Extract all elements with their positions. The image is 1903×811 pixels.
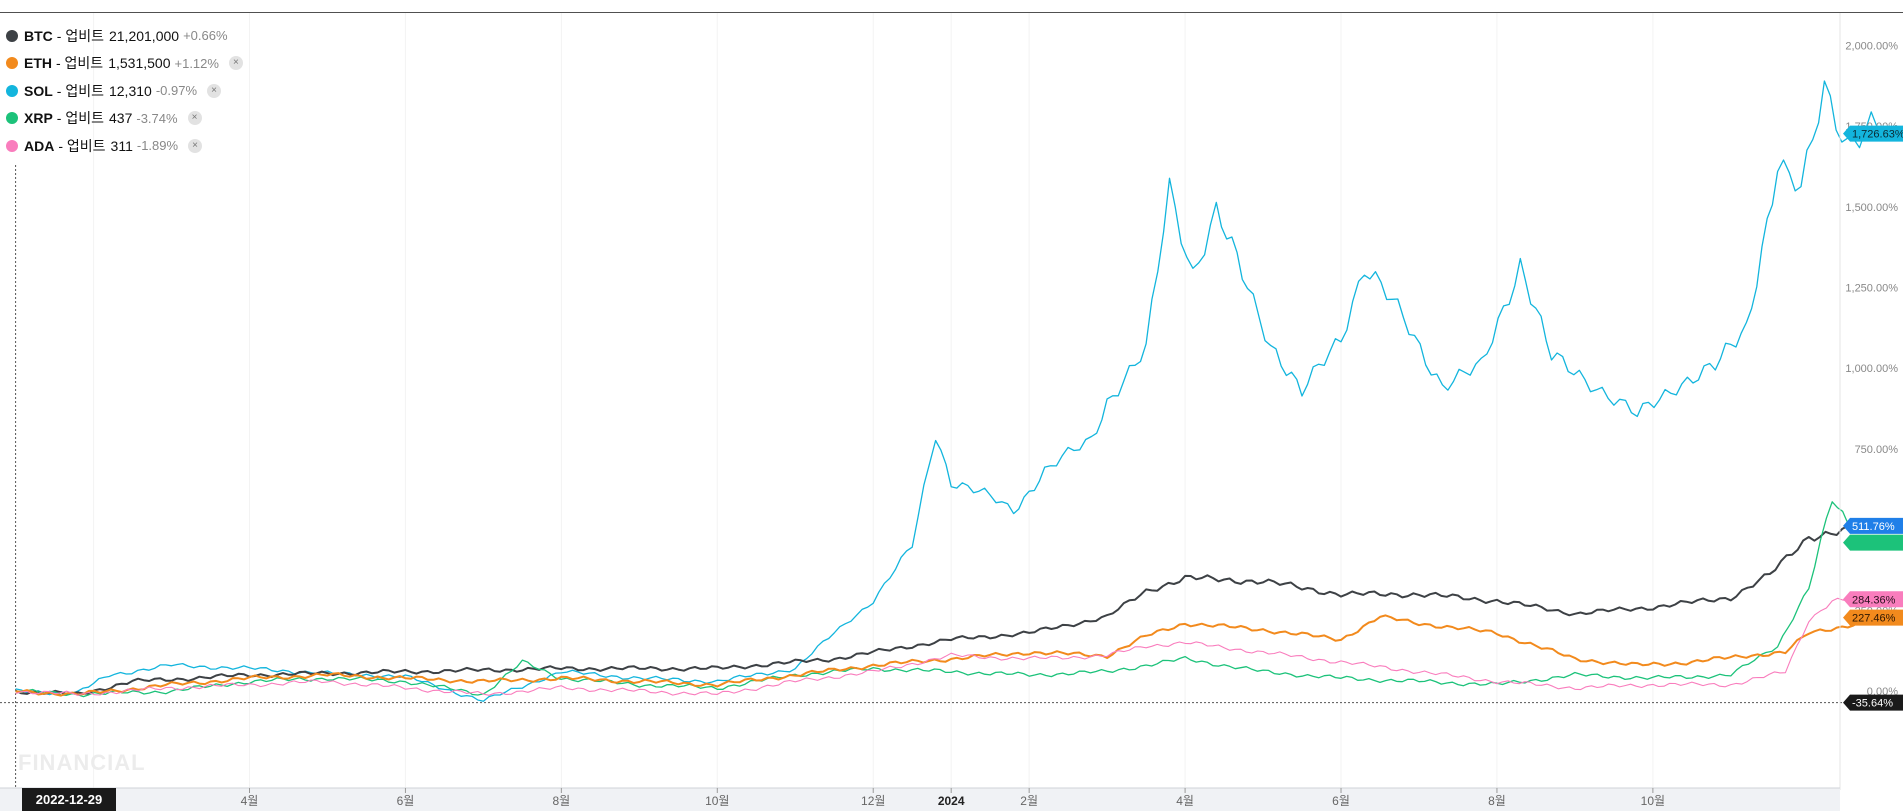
x-tick-label: 6월	[1332, 794, 1350, 808]
end-tag-sol: 1,726.63%	[1843, 125, 1903, 142]
legend-change: -1.89%	[136, 138, 179, 154]
legend-item-ada[interactable]: ADA - 업비트 311 -1.89% ×	[6, 132, 243, 160]
series-line-btc	[15, 523, 1888, 696]
x-tick-label: 10월	[705, 794, 729, 808]
legend-price: 21,201,000	[108, 27, 180, 44]
legend-dot-xrp	[6, 112, 18, 125]
legend-price: 311	[110, 137, 133, 154]
end-tag-baseline: -35.64%	[1843, 694, 1903, 711]
legend-exchange: - 업비트	[56, 110, 104, 127]
x-tick-label: 2024	[938, 794, 965, 808]
x-tick-label: 10월	[1641, 794, 1665, 808]
remove-series-icon[interactable]: ×	[188, 138, 203, 153]
x-tick-label: 8월	[1488, 794, 1506, 808]
end-tag-eth-text: 227.46%	[1852, 613, 1896, 625]
legend-change: -3.74%	[136, 110, 178, 126]
y-tick-label: 2,000.00%	[1845, 40, 1898, 52]
series-line-xrp	[15, 501, 1849, 698]
end-tag-ada-bg	[1843, 591, 1903, 608]
remove-series-icon[interactable]: ×	[228, 56, 243, 71]
end-tag-sol-text: 1,726.63%	[1852, 129, 1903, 141]
series-line-eth	[15, 614, 1888, 697]
legend-symbol: XRP	[24, 110, 53, 127]
legend-symbol: BTC	[24, 27, 53, 44]
legend-item-sol[interactable]: SOL - 업비트 12,310 -0.97% ×	[6, 77, 243, 105]
end-tag-eth-bg	[1843, 609, 1903, 626]
legend-change: +0.66%	[183, 28, 228, 44]
end-tag-xrp	[1843, 534, 1903, 551]
legend-item-xrp[interactable]: XRP - 업비트 437 -3.74% ×	[6, 105, 243, 133]
legend-dot-sol	[6, 84, 18, 97]
legend-change: -0.97%	[155, 83, 198, 99]
y-tick-label: 1,000.00%	[1845, 363, 1898, 375]
legend-exchange: - 업비트	[56, 55, 104, 72]
legend-symbol: ADA	[24, 137, 55, 154]
legend-dot-ada	[6, 139, 18, 152]
x-tick-label: 12월	[861, 794, 885, 808]
end-tag-baseline-text: -35.64%	[1852, 698, 1893, 710]
legend-price: 437	[109, 110, 133, 127]
y-tick-label: 1,500.00%	[1845, 202, 1898, 214]
legend-change: +1.12%	[174, 55, 219, 71]
series-lines	[15, 80, 1888, 702]
x-tick-label: 6월	[397, 794, 415, 808]
legend-price: 1,531,500	[108, 55, 171, 72]
crosshair-date-label: 2022-12-29	[22, 788, 116, 811]
end-tag-baseline-bg	[1843, 694, 1903, 711]
x-tick-label: 2월	[1020, 794, 1038, 808]
end-tag-ada: 284.36%	[1843, 591, 1903, 608]
end-tag-btc-bg	[1843, 517, 1903, 534]
grid	[0, 13, 1845, 788]
legend-exchange: - 업비트	[58, 137, 106, 154]
end-tag-btc: 511.76%	[1843, 517, 1903, 534]
x-tick-label: 4월	[241, 794, 259, 808]
series-line-ada	[15, 596, 1887, 696]
series-line-sol	[15, 80, 1888, 702]
end-tag-btc-text: 511.76%	[1852, 521, 1895, 533]
remove-series-icon[interactable]: ×	[207, 83, 222, 98]
end-tag-xrp-bg	[1843, 534, 1903, 551]
legend: BTC - 업비트 21,201,000 +0.66% ETH - 업비트 1,…	[6, 22, 243, 160]
x-axis-band	[0, 788, 1840, 811]
legend-symbol: SOL	[24, 82, 53, 99]
legend-symbol: ETH	[24, 55, 52, 72]
top-border	[0, 12, 1903, 13]
legend-dot-btc	[6, 29, 18, 42]
y-tick-label: 1,250.00%	[1845, 282, 1898, 294]
legend-price: 12,310	[108, 82, 152, 99]
end-tag-ada-text: 284.36%	[1852, 594, 1896, 606]
x-tick-label: 4월	[1176, 794, 1194, 808]
legend-item-eth[interactable]: ETH - 업비트 1,531,500 +1.12% ×	[6, 50, 243, 78]
legend-item-btc[interactable]: BTC - 업비트 21,201,000 +0.66%	[6, 22, 243, 50]
end-tag-sol-bg	[1843, 125, 1903, 142]
end-tag-eth: 227.46%	[1843, 609, 1903, 626]
remove-series-icon[interactable]: ×	[187, 111, 202, 126]
y-tick-label: 750.00%	[1855, 444, 1899, 456]
x-tick-label: 8월	[552, 794, 570, 808]
legend-dot-eth	[6, 57, 18, 70]
legend-exchange: - 업비트	[56, 82, 104, 99]
legend-exchange: - 업비트	[56, 27, 104, 44]
watermark-text: FINANCIAL	[18, 750, 146, 775]
